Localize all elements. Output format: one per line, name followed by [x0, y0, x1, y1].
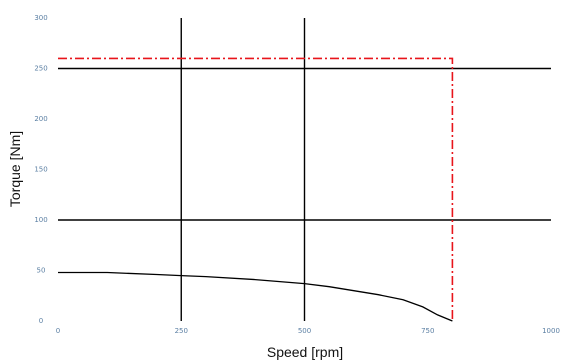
- y-axis-title: Torque [Nm]: [7, 131, 23, 207]
- y-tick-label: 150: [34, 166, 47, 174]
- x-tick-label: 500: [298, 327, 311, 335]
- series-layer: [58, 57, 454, 322]
- limit-curve-line: [58, 57, 454, 321]
- y-tick-label: 0: [39, 317, 43, 325]
- x-tick-label: 250: [175, 327, 188, 335]
- x-tick-labels: 0 250 500 750 1000: [56, 327, 560, 335]
- x-tick-label: 750: [421, 327, 434, 335]
- y-tick-label: 100: [34, 216, 47, 224]
- x-tick-label: 1000: [542, 327, 560, 335]
- torque-curve-line: [58, 271, 453, 322]
- y-tick-label: 50: [37, 267, 46, 275]
- y-tick-labels: 0 50 100 150 200 250 300: [34, 14, 47, 325]
- x-axis-title: Speed [rpm]: [267, 344, 343, 360]
- reference-lines: [58, 18, 551, 321]
- y-tick-label: 300: [34, 14, 47, 22]
- y-tick-label: 200: [34, 115, 47, 123]
- x-tick-label: 0: [56, 327, 60, 335]
- y-tick-label: 250: [34, 65, 47, 73]
